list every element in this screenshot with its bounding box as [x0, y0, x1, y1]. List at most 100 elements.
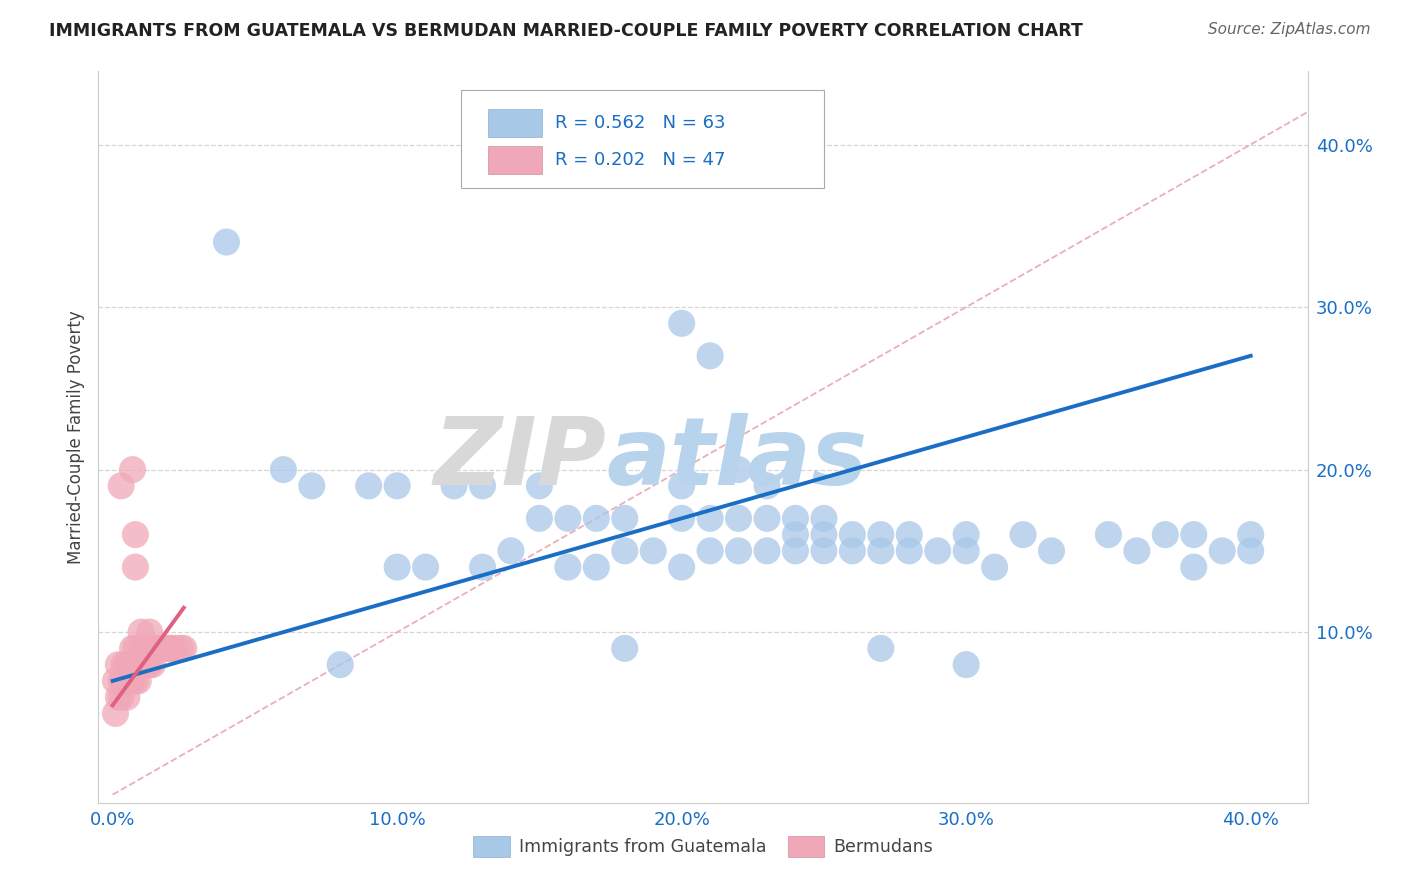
- Point: [785, 527, 807, 541]
- Point: [115, 657, 138, 672]
- Point: [927, 544, 949, 558]
- Point: [143, 641, 166, 656]
- Point: [121, 462, 143, 476]
- Point: [124, 657, 146, 672]
- Point: [132, 641, 155, 656]
- Point: [115, 673, 138, 688]
- Point: [813, 544, 835, 558]
- Point: [671, 511, 693, 525]
- Point: [173, 641, 195, 656]
- Point: [1182, 560, 1205, 574]
- Point: [955, 527, 977, 541]
- FancyBboxPatch shape: [461, 90, 824, 188]
- Point: [643, 544, 665, 558]
- Point: [110, 673, 132, 688]
- Point: [955, 544, 977, 558]
- Point: [727, 511, 749, 525]
- Point: [110, 479, 132, 493]
- Point: [813, 527, 835, 541]
- Point: [699, 511, 721, 525]
- Point: [357, 479, 380, 493]
- Point: [727, 462, 749, 476]
- Point: [121, 641, 143, 656]
- Text: IMMIGRANTS FROM GUATEMALA VS BERMUDAN MARRIED-COUPLE FAMILY POVERTY CORRELATION : IMMIGRANTS FROM GUATEMALA VS BERMUDAN MA…: [49, 22, 1083, 40]
- Text: atlas: atlas: [606, 413, 868, 505]
- Point: [471, 479, 494, 493]
- Point: [471, 560, 494, 574]
- Point: [529, 479, 551, 493]
- Point: [156, 641, 179, 656]
- Point: [138, 641, 160, 656]
- Point: [135, 641, 157, 656]
- Point: [1126, 544, 1149, 558]
- Text: Source: ZipAtlas.com: Source: ZipAtlas.com: [1208, 22, 1371, 37]
- Bar: [488, 146, 543, 174]
- Point: [756, 511, 779, 525]
- Point: [557, 560, 579, 574]
- Point: [110, 690, 132, 705]
- Point: [1240, 544, 1263, 558]
- Point: [1154, 527, 1177, 541]
- Point: [443, 479, 465, 493]
- Point: [415, 560, 437, 574]
- Point: [671, 479, 693, 493]
- Point: [1012, 527, 1035, 541]
- Point: [671, 560, 693, 574]
- Point: [215, 235, 238, 249]
- Point: [127, 657, 149, 672]
- Point: [955, 657, 977, 672]
- Point: [141, 641, 163, 656]
- Bar: [488, 110, 543, 137]
- Point: [841, 544, 863, 558]
- Point: [585, 511, 607, 525]
- Point: [1211, 544, 1233, 558]
- Point: [273, 462, 295, 476]
- Point: [165, 641, 187, 656]
- Point: [107, 657, 129, 672]
- Point: [115, 690, 138, 705]
- Bar: [787, 837, 824, 857]
- Point: [756, 479, 779, 493]
- Y-axis label: Married-Couple Family Poverty: Married-Couple Family Poverty: [66, 310, 84, 564]
- Text: Immigrants from Guatemala: Immigrants from Guatemala: [519, 838, 766, 855]
- Point: [112, 673, 135, 688]
- Point: [153, 641, 176, 656]
- Point: [699, 544, 721, 558]
- Point: [671, 316, 693, 330]
- Point: [146, 641, 169, 656]
- Point: [118, 673, 141, 688]
- Point: [813, 511, 835, 525]
- Point: [557, 511, 579, 525]
- Point: [785, 544, 807, 558]
- Point: [1097, 527, 1119, 541]
- Point: [1240, 527, 1263, 541]
- Point: [785, 511, 807, 525]
- Point: [132, 657, 155, 672]
- Point: [841, 527, 863, 541]
- Point: [124, 560, 146, 574]
- Point: [138, 657, 160, 672]
- Point: [1040, 544, 1063, 558]
- Point: [869, 544, 891, 558]
- Point: [898, 544, 921, 558]
- Point: [613, 641, 636, 656]
- Point: [1182, 527, 1205, 541]
- Point: [898, 527, 921, 541]
- Point: [121, 657, 143, 672]
- Point: [983, 560, 1005, 574]
- Point: [869, 641, 891, 656]
- Point: [699, 349, 721, 363]
- Point: [127, 673, 149, 688]
- Text: R = 0.202   N = 47: R = 0.202 N = 47: [555, 151, 725, 169]
- Point: [124, 641, 146, 656]
- Point: [129, 625, 152, 640]
- Point: [585, 560, 607, 574]
- Point: [124, 527, 146, 541]
- Point: [385, 560, 408, 574]
- Point: [118, 657, 141, 672]
- Point: [104, 706, 127, 721]
- Point: [129, 657, 152, 672]
- Point: [129, 641, 152, 656]
- Text: ZIP: ZIP: [433, 413, 606, 505]
- Text: R = 0.562   N = 63: R = 0.562 N = 63: [555, 114, 725, 132]
